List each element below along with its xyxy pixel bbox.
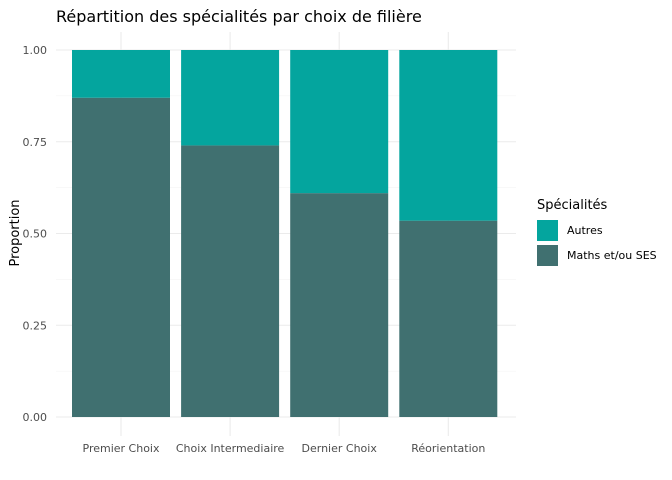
x-tick-labels: Premier Choix Choix Intermediaire Dernier …	[83, 442, 486, 455]
x-tick-label: Choix Intermediaire	[176, 442, 285, 455]
bar-autres-reorientation	[399, 50, 498, 221]
x-tick-label: Dernier Choix	[302, 442, 378, 455]
legend: Spécialités Autres Maths et/ou SES	[537, 198, 657, 268]
legend-label: Autres	[567, 223, 603, 237]
chart-title: Répartition des spécialités par choix de…	[56, 7, 422, 26]
y-tick-label: 1.00	[23, 44, 48, 57]
y-axis-title: Proportion	[8, 199, 23, 266]
bar-autres-premier-choix	[72, 50, 170, 98]
legend-item-maths-et-ou-ses: Maths et/ou SES	[537, 243, 657, 267]
x-tick-label: Réorientation	[411, 442, 485, 455]
y-tick-labels: 0.00 0.25 0.50 0.75 1.00	[23, 44, 48, 424]
x-tick-label: Premier Choix	[83, 442, 160, 455]
legend-item-autres: Autres	[537, 218, 657, 242]
y-tick-label: 0.00	[23, 411, 48, 424]
bar-maths-et-ou-ses-reorientation	[399, 220, 498, 417]
bars	[72, 50, 498, 418]
legend-swatch	[537, 244, 558, 266]
legend-title: Spécialités	[537, 198, 608, 213]
bar-autres-dernier-choix	[290, 50, 389, 194]
legend-items: Autres Maths et/ou SES	[537, 218, 657, 267]
bar-autres-choix-intermediaire	[181, 50, 280, 146]
y-tick-label: 0.75	[23, 136, 48, 149]
bar-maths-et-ou-ses-premier-choix	[72, 97, 170, 418]
bar-maths-et-ou-ses-choix-intermediaire	[181, 145, 280, 418]
y-tick-label: 0.25	[23, 319, 48, 332]
legend-label: Maths et/ou SES	[567, 248, 657, 262]
y-tick-label: 0.50	[23, 228, 48, 241]
legend-swatch	[537, 219, 558, 241]
bar-maths-et-ou-ses-dernier-choix	[290, 193, 389, 417]
